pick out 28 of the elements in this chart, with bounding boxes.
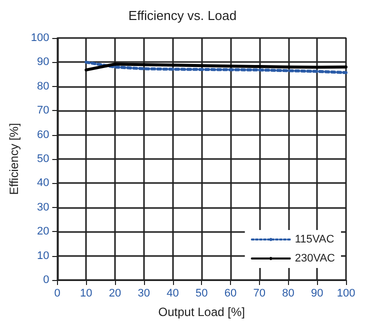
x-tick-label: 70: [253, 288, 266, 300]
y-tick-label: 90: [37, 56, 50, 68]
x-tick-label: 40: [166, 288, 179, 300]
chart-title: Efficiency vs. Load: [128, 8, 237, 23]
y-tick-label: 40: [37, 177, 50, 190]
y-axis-title: Efficiency [%]: [7, 123, 21, 195]
x-tick-label: 0: [54, 288, 60, 300]
x-tick-label: 100: [336, 288, 356, 300]
y-tick-label: 60: [37, 128, 50, 141]
y-tick-label: 100: [30, 32, 50, 44]
x-tick-label: 80: [282, 288, 294, 300]
x-axis-title: Output Load [%]: [158, 305, 245, 319]
legend-label: 115VAC: [294, 234, 334, 246]
x-tick-label: 60: [224, 288, 237, 300]
y-tick-label: 30: [37, 201, 50, 214]
x-tick-label: 30: [138, 288, 150, 300]
x-tick-label: 50: [196, 288, 208, 300]
y-tick-label: 80: [37, 80, 50, 92]
y-tick-label: 10: [37, 250, 50, 262]
x-tick-label: 10: [80, 288, 92, 300]
x-tick-label: 90: [311, 288, 324, 300]
line-series: [84, 60, 348, 74]
y-tick-label: 0: [43, 274, 50, 286]
legend-label: 230VAC: [294, 252, 336, 264]
x-tick-label: 20: [108, 288, 122, 300]
y-tick-label: 20: [37, 226, 50, 238]
y-tick-label: 70: [37, 104, 50, 117]
y-tick-label: 50: [37, 153, 50, 165]
